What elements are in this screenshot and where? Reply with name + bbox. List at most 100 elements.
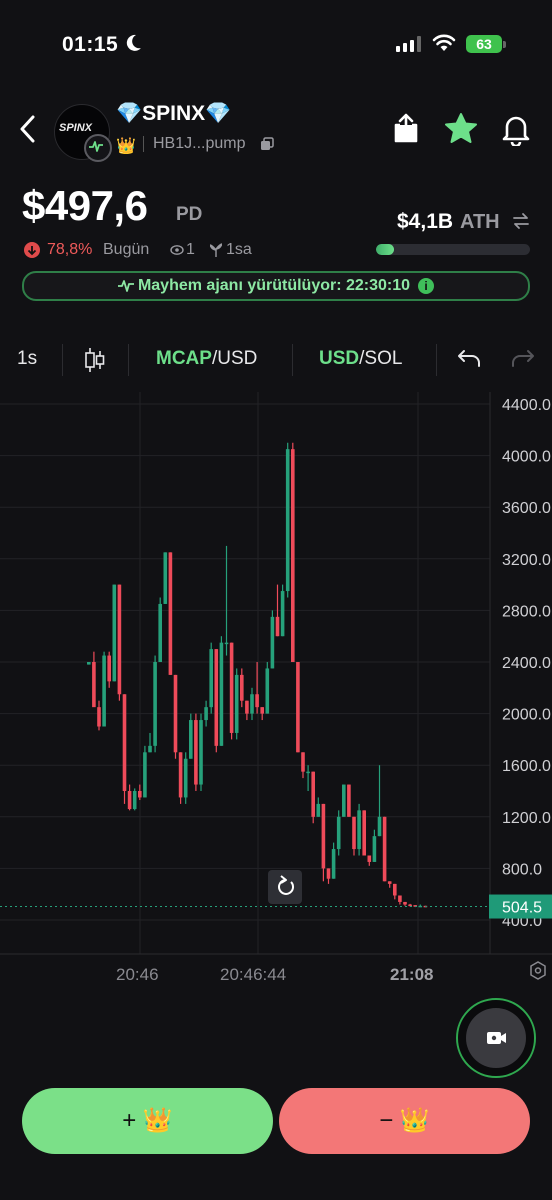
undo-icon[interactable]: [456, 348, 482, 370]
candle: [331, 849, 336, 879]
current-price-tag: [489, 894, 552, 919]
avatar-logo-text: SPINX: [59, 122, 93, 134]
candle: [285, 449, 290, 592]
ath-progress-bar: [376, 244, 530, 255]
candle: [296, 662, 300, 753]
candle: [245, 700, 249, 714]
candle: [250, 694, 254, 714]
candle: [173, 674, 178, 753]
candle: [326, 868, 331, 879]
ath-progress-fill: [376, 244, 395, 255]
candle: [194, 720, 198, 785]
change-period: Bugün: [103, 241, 150, 258]
candle: [153, 662, 157, 746]
swap-icon[interactable]: [512, 212, 530, 230]
agent-status-text: Mayhem ajanı yürütülüyor: 22:30:10: [137, 277, 411, 294]
candle: [362, 810, 366, 856]
down-arrow-icon: [24, 242, 40, 258]
candle: [377, 816, 382, 837]
copy-icon[interactable]: [260, 137, 274, 151]
y-tick-label: 4000.0: [502, 449, 551, 466]
candle: [291, 449, 295, 662]
candle: [229, 642, 234, 733]
candle: [255, 694, 259, 708]
candle: [87, 662, 91, 665]
chart-toolbar: 1s MCAP/USD USD/SOL: [0, 336, 552, 384]
candle: [122, 694, 127, 791]
candle: [387, 881, 392, 884]
reset-icon-arrow: [280, 875, 287, 884]
moon-icon: [126, 34, 141, 51]
candle: [275, 616, 280, 637]
battery-tip: [503, 41, 506, 48]
x-tick-label: 20:46:44: [220, 965, 286, 984]
viewer-count: 1: [186, 241, 195, 258]
candle: [127, 791, 132, 810]
wifi-icon: [432, 34, 456, 51]
x-tick-label: 21:08: [390, 965, 433, 984]
candle: [97, 707, 101, 727]
chart-settings-icon[interactable]: [530, 961, 546, 980]
record-video-button[interactable]: [466, 1008, 526, 1068]
candle: [107, 655, 111, 682]
divider: [143, 136, 144, 152]
candle: [382, 816, 387, 882]
mcap-label: MCAP: [156, 348, 212, 369]
reset-zoom-button[interactable]: [268, 870, 302, 904]
redo-icon[interactable]: [510, 348, 536, 370]
back-arrow-icon[interactable]: [14, 112, 42, 146]
candle: [311, 771, 315, 817]
y-tick-label: 3600.0: [502, 500, 551, 517]
agent-status-banner[interactable]: Mayhem ajanı yürütülüyor: 22:30:10 i: [22, 271, 530, 301]
info-icon[interactable]: i: [418, 277, 435, 294]
candle: [367, 855, 372, 862]
candle: [240, 674, 244, 701]
candle: [148, 745, 152, 753]
candle: [189, 720, 193, 759]
candle: [209, 649, 213, 708]
notification-bell-icon[interactable]: [500, 112, 532, 146]
price-chart[interactable]: 4400.0 4000.0 3600.0 3200.0 2800.0 2400.0 2000…: [0, 392, 552, 992]
y-tick-label: 1600.0: [502, 758, 551, 775]
y-tick-label: 2400.0: [502, 655, 551, 672]
y-tick-label: 2800.0: [502, 603, 551, 620]
currency-toggle[interactable]: USD/SOL: [319, 348, 402, 370]
current-price: $497,6: [22, 182, 148, 229]
status-time: 01:15: [62, 33, 119, 56]
candle: [270, 616, 275, 669]
favorite-star-icon[interactable]: [444, 112, 478, 144]
share-icon[interactable]: [392, 112, 420, 144]
candle: [408, 904, 412, 907]
y-tick-label: 2000.0: [502, 707, 551, 724]
candle: [234, 674, 239, 733]
ath-label: ATH: [460, 211, 500, 233]
candle: [117, 584, 122, 695]
token-age: 1sa: [226, 241, 252, 258]
buy-button[interactable]: + 👑: [22, 1088, 273, 1154]
candle: [214, 649, 219, 746]
token-avatar[interactable]: SPINX: [54, 104, 110, 160]
candle: [393, 883, 397, 896]
interval-selector[interactable]: 1s: [17, 348, 38, 369]
candle: [306, 771, 310, 774]
candle: [224, 642, 229, 645]
mcap-suffix: /USD: [211, 348, 258, 369]
mcap-toggle[interactable]: MCAP/USD: [156, 348, 257, 370]
candle: [168, 552, 173, 675]
candle: [398, 895, 402, 902]
candle: [138, 791, 142, 798]
pulse-badge: [84, 134, 112, 162]
candle: [163, 552, 168, 604]
contract-address[interactable]: HB1J...pump: [153, 135, 246, 152]
candle: [280, 591, 285, 637]
current-price-label: 504.5: [502, 900, 542, 917]
x-tick-label: 20:46: [116, 965, 159, 984]
candle: [132, 791, 137, 810]
candle: [321, 803, 326, 869]
candlestick-type-icon[interactable]: [84, 346, 106, 374]
candle: [413, 905, 417, 907]
eye-icon: [170, 245, 184, 255]
y-tick-label: 3200.0: [502, 552, 551, 569]
sell-button[interactable]: − 👑: [279, 1088, 530, 1154]
price-unit: PD: [176, 204, 203, 225]
